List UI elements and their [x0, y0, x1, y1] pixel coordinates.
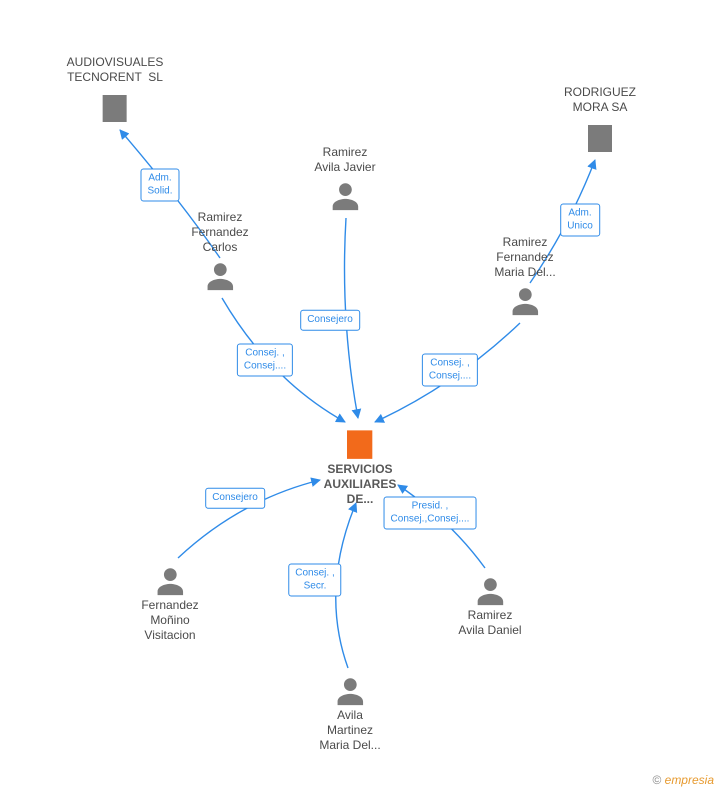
- edge-label-e_fernmon_center: Consejero: [205, 488, 265, 509]
- node-avila_mart[interactable]: Avila Martinez Maria Del...: [319, 670, 380, 753]
- node-ram_fern_c[interactable]: Ramirez Fernandez Carlos: [191, 210, 248, 293]
- person-icon: [314, 179, 375, 213]
- footer-copyright: © empresia: [652, 773, 714, 787]
- node-ram_avila_d[interactable]: Ramirez Avila Daniel: [458, 570, 521, 638]
- node-label: RODRIGUEZ MORA SA: [564, 85, 636, 115]
- company-icon: [564, 119, 636, 155]
- person-icon: [319, 674, 380, 708]
- brand-name: empresia: [665, 773, 714, 787]
- node-label: Ramirez Fernandez Maria Del...: [494, 235, 555, 280]
- node-label: Avila Martinez Maria Del...: [319, 708, 380, 753]
- node-fern_mon[interactable]: Fernandez Moñino Visitacion: [141, 560, 198, 643]
- node-label: Fernandez Moñino Visitacion: [141, 598, 198, 643]
- node-center[interactable]: SERVICIOS AUXILIARES DE...: [324, 420, 397, 507]
- node-rodriguez[interactable]: RODRIGUEZ MORA SA: [564, 85, 636, 155]
- edge-label-e_avilam_center: Consej. , Secr.: [288, 564, 341, 597]
- node-ram_avila_j[interactable]: Ramirez Avila Javier: [314, 145, 375, 213]
- node-ram_fern_m[interactable]: Ramirez Fernandez Maria Del...: [494, 235, 555, 318]
- person-icon: [141, 564, 198, 598]
- edge-label-e_ramfm_center: Consej. , Consej....: [422, 354, 478, 387]
- person-icon: [458, 574, 521, 608]
- node-label: Ramirez Avila Daniel: [458, 608, 521, 638]
- person-icon: [191, 259, 248, 293]
- edge-label-e_ramaj_center: Consejero: [300, 310, 360, 331]
- node-audiov[interactable]: AUDIOVISUALES TECNORENT SL: [67, 55, 164, 125]
- node-label: Ramirez Fernandez Carlos: [191, 210, 248, 255]
- person-icon: [494, 284, 555, 318]
- edge-label-e_ramad_center: Presid. , Consej.,Consej....: [384, 497, 477, 530]
- company-icon: [324, 424, 397, 462]
- edge-label-e_ramfc_center: Consej. , Consej....: [237, 344, 293, 377]
- edge-label-e_ramfm_rodr: Adm. Unico: [560, 204, 600, 237]
- copyright-symbol: ©: [652, 773, 661, 787]
- edge-label-e_ramfc_audiov: Adm. Solid.: [140, 169, 179, 202]
- company-icon: [67, 89, 164, 125]
- node-label: AUDIOVISUALES TECNORENT SL: [67, 55, 164, 85]
- node-label: Ramirez Avila Javier: [314, 145, 375, 175]
- diagram-stage: SERVICIOS AUXILIARES DE... AUDIOVISUALES …: [0, 0, 728, 795]
